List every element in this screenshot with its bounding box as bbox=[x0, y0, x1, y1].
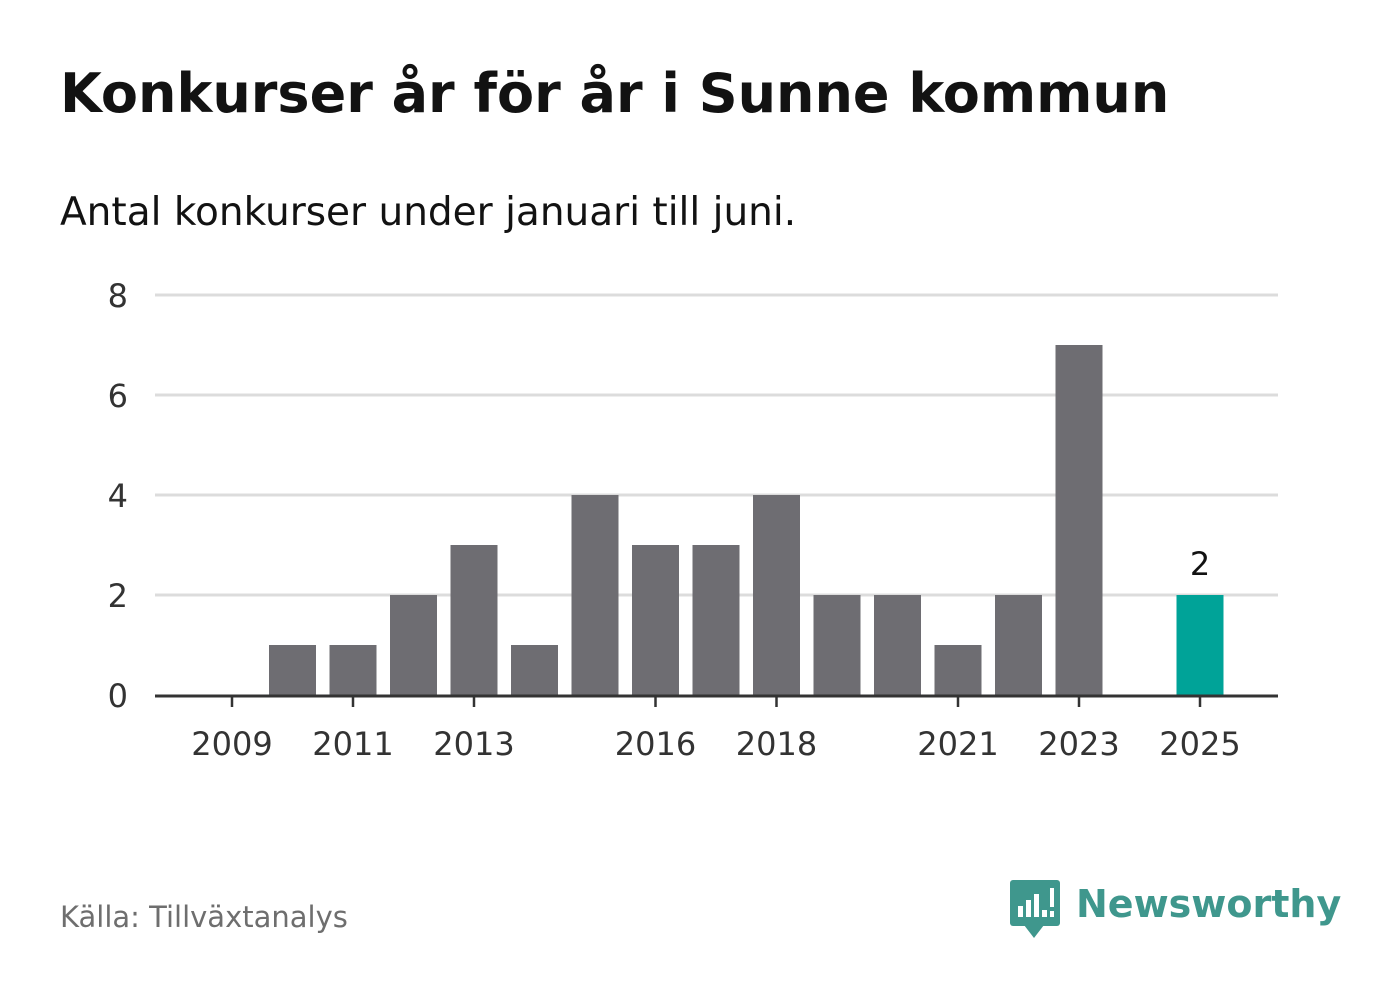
x-tick-label: 2016 bbox=[615, 725, 696, 763]
bar-2019 bbox=[813, 595, 861, 695]
data-label-2025: 2 bbox=[1190, 545, 1210, 583]
bar-2018 bbox=[753, 495, 800, 695]
chart-subtitle: Antal konkurser under januari till juni. bbox=[60, 190, 797, 235]
bar-2023 bbox=[1055, 345, 1103, 695]
brand-logo: Newsworthy bbox=[1010, 880, 1341, 940]
y-tick-label: 6 bbox=[108, 377, 128, 415]
bar-2020 bbox=[874, 595, 921, 695]
y-tick-label: 0 bbox=[108, 677, 128, 715]
bar-2022 bbox=[995, 595, 1042, 695]
bar-2011 bbox=[329, 645, 377, 695]
bars bbox=[269, 345, 1224, 695]
x-tick-label: 2013 bbox=[433, 725, 514, 763]
x-tick-label: 2023 bbox=[1038, 725, 1119, 763]
x-tick-label: 2021 bbox=[917, 725, 998, 763]
bar-2015 bbox=[571, 495, 619, 695]
bar-2010 bbox=[269, 645, 316, 695]
bar-chart-speech-bubble-icon bbox=[1010, 880, 1060, 938]
bar-2013 bbox=[450, 545, 498, 695]
bar-2025 bbox=[1176, 595, 1224, 695]
brand-name: Newsworthy bbox=[1076, 882, 1342, 926]
bar-2016 bbox=[632, 545, 679, 695]
labels: 0 2 4 6 8 2009 2011 2013 2016 2018 2021 2023 2025 2 bbox=[108, 277, 1241, 763]
chart-title: Konkurser år för år i Sunne kommun bbox=[60, 62, 1170, 125]
bar-2012 bbox=[390, 595, 437, 695]
bar-2017 bbox=[692, 545, 740, 695]
x-tick-label: 2009 bbox=[191, 725, 272, 763]
bar-2021 bbox=[934, 645, 982, 695]
y-tick-label: 2 bbox=[108, 577, 128, 615]
axes bbox=[155, 694, 1278, 707]
x-tick-label: 2018 bbox=[736, 725, 817, 763]
source-note: Källa: Tillväxtanalys bbox=[60, 900, 348, 934]
x-tick-label: 2025 bbox=[1159, 725, 1240, 763]
y-tick-label: 8 bbox=[108, 277, 128, 315]
x-tick-label: 2011 bbox=[312, 725, 393, 763]
bar-2014 bbox=[511, 645, 558, 695]
y-tick-label: 4 bbox=[108, 477, 128, 515]
